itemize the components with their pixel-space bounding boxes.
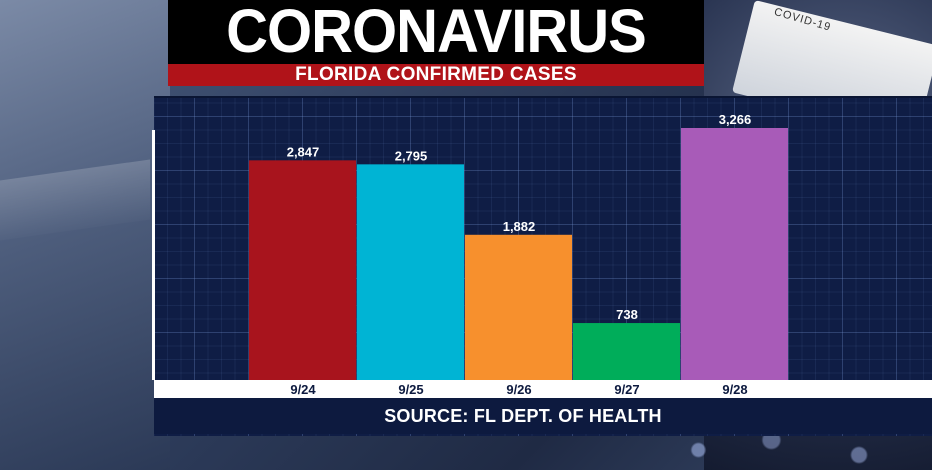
category-label-9-26: 9/26 <box>506 382 531 397</box>
value-label-9-27: 738 <box>616 307 638 322</box>
category-label-9-25: 9/25 <box>398 382 423 397</box>
x-axis-band <box>154 380 932 398</box>
bar-9-25 <box>357 164 464 380</box>
category-label-9-27: 9/27 <box>614 382 639 397</box>
background-left-panel <box>0 0 170 470</box>
category-label-9-28: 9/28 <box>722 382 747 397</box>
page-subtitle: FLORIDA CONFIRMED CASES <box>295 64 577 85</box>
bar-9-26 <box>465 234 572 380</box>
category-label-9-24: 9/24 <box>290 382 316 397</box>
value-label-9-26: 1,882 <box>503 219 536 234</box>
source-band: SOURCE: FL DEPT. OF HEALTH <box>154 398 932 434</box>
title-banner: CORONAVIRUS <box>168 0 704 64</box>
bar-9-27 <box>573 323 680 380</box>
value-label-9-28: 3,266 <box>719 112 752 127</box>
page-title: CORONAVIRUS <box>226 0 647 66</box>
value-label-9-24: 2,847 <box>287 144 320 159</box>
bar-9-24 <box>249 160 356 380</box>
value-label-9-25: 2,795 <box>395 148 428 163</box>
y-axis-line <box>152 130 155 380</box>
bar-9-28 <box>681 128 788 380</box>
subtitle-banner: FLORIDA CONFIRMED CASES <box>168 64 704 86</box>
source-text: SOURCE: FL DEPT. OF HEALTH <box>384 405 662 426</box>
